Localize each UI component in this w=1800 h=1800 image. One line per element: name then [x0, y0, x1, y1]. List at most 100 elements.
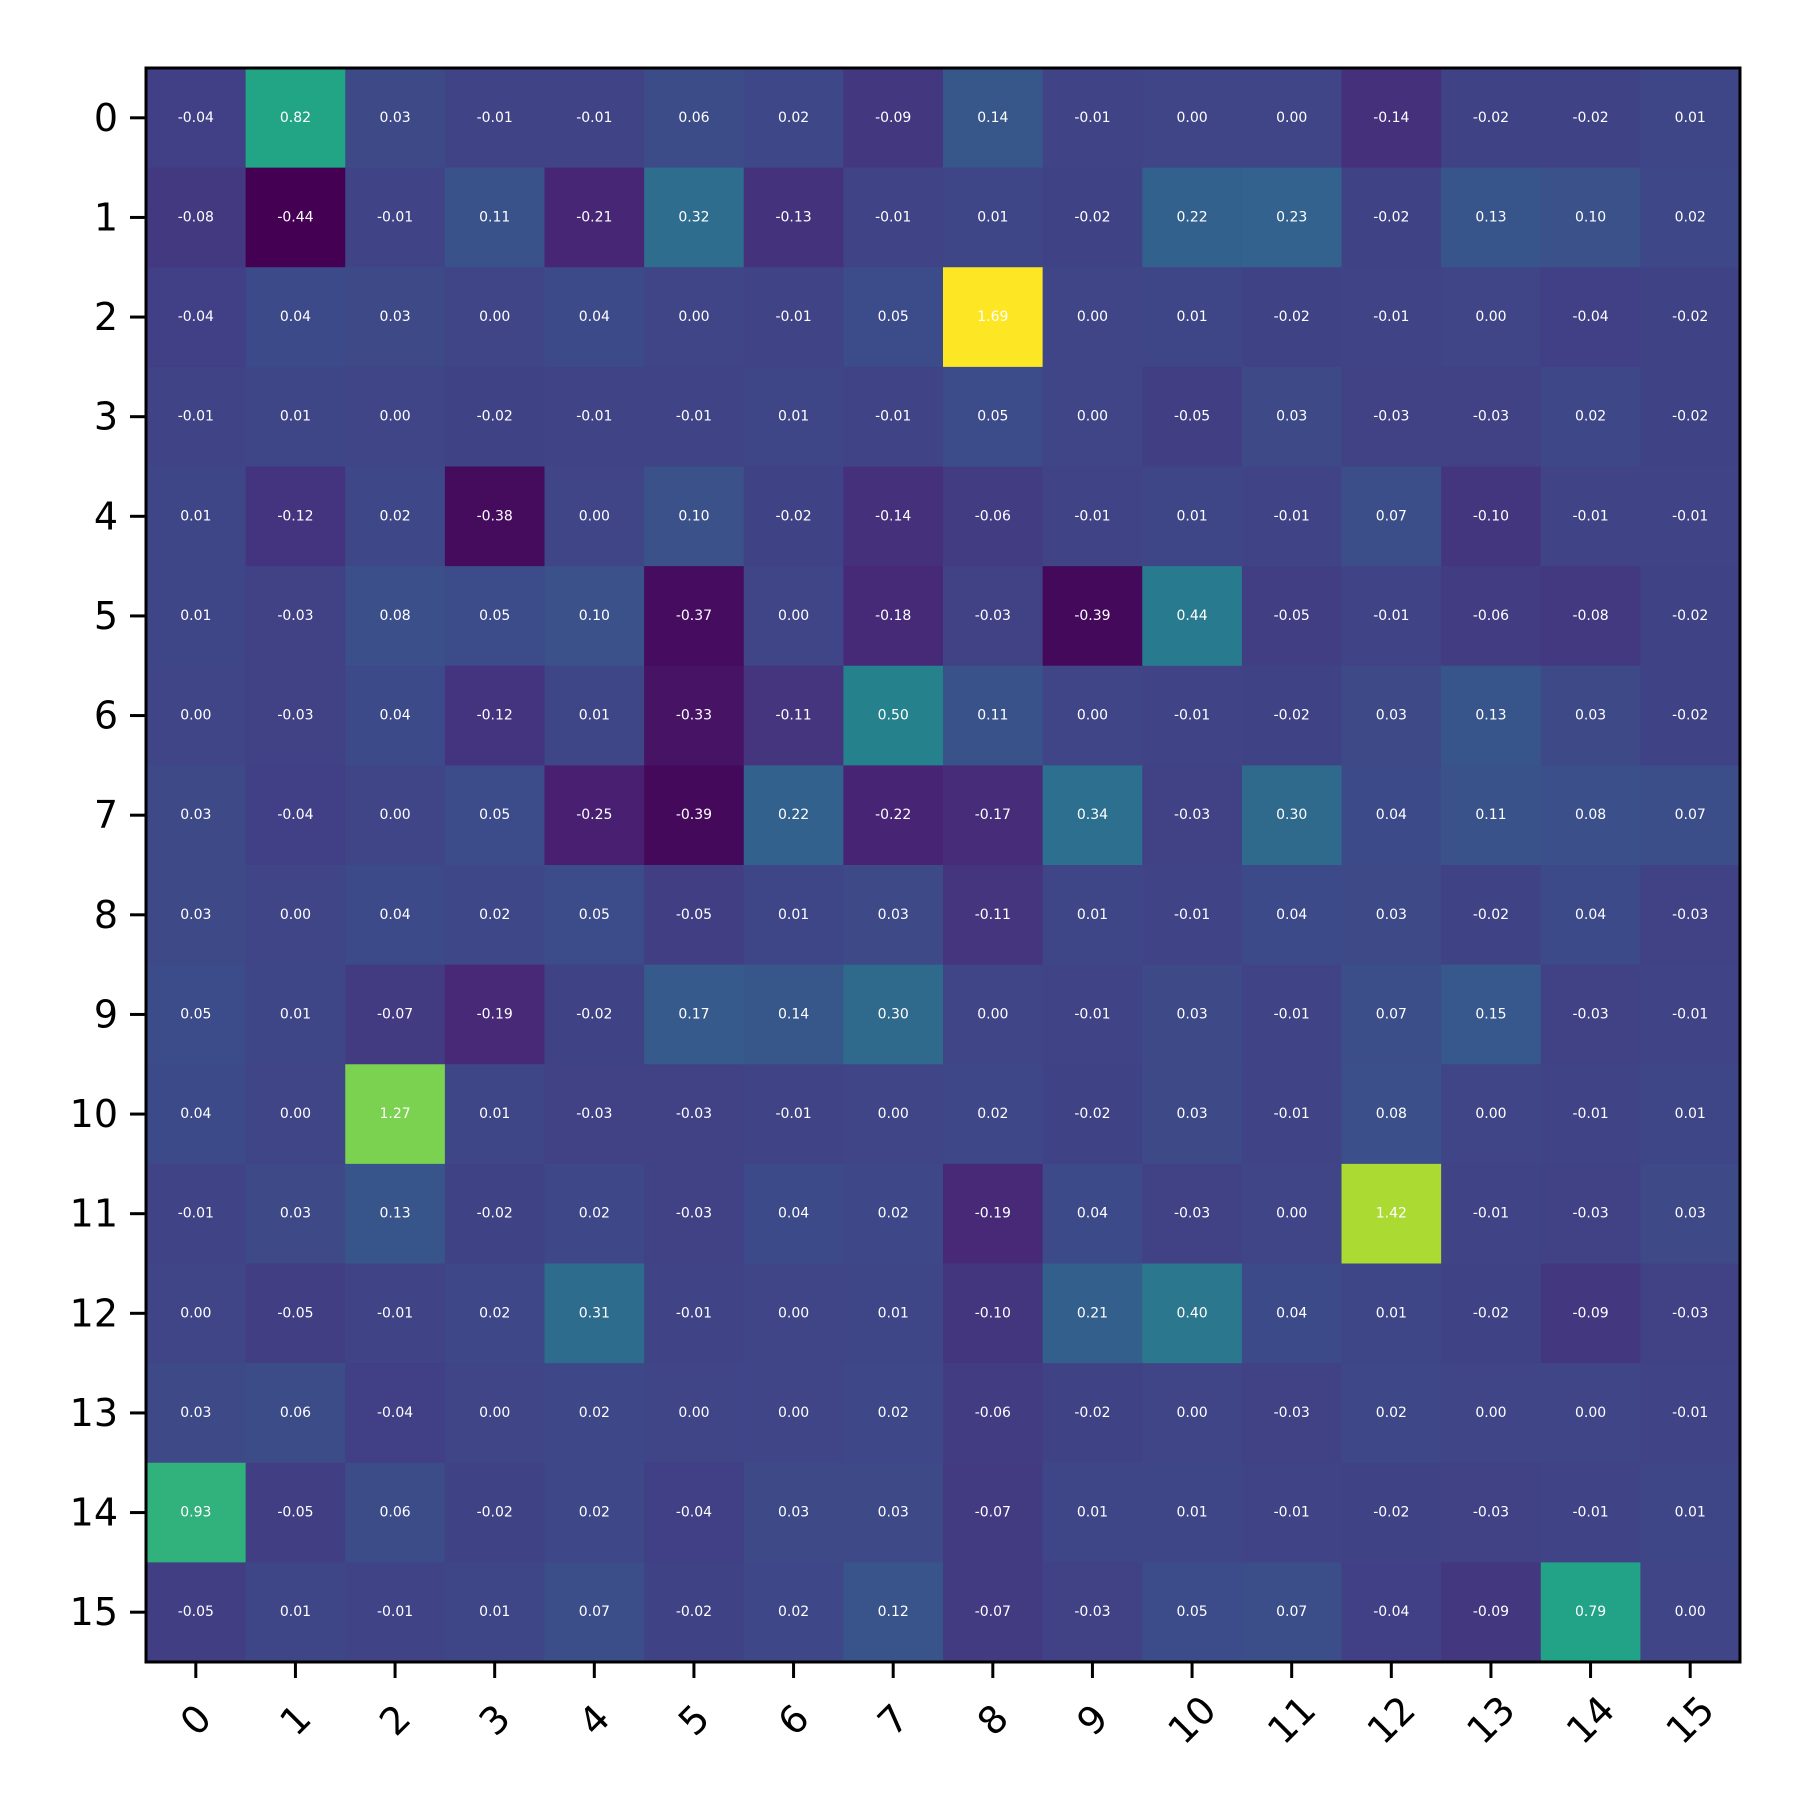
x-tick-label: 1 — [271, 1696, 319, 1744]
heatmap-cell — [644, 765, 745, 866]
cell-value-label: -0.08 — [1572, 608, 1608, 624]
cell-value-label: -0.02 — [477, 1505, 513, 1521]
heatmap-cell — [1142, 1562, 1243, 1663]
heatmap-cell — [1640, 1064, 1741, 1165]
cell-value-label: -0.01 — [875, 209, 911, 225]
x-tick-label: 2 — [371, 1696, 419, 1744]
heatmap-cell — [245, 466, 346, 567]
heatmap-cell — [1042, 566, 1143, 667]
heatmap-cell — [1540, 1163, 1641, 1265]
heatmap-cell — [1540, 267, 1641, 368]
heatmap-cell — [843, 267, 944, 368]
heatmap-cell — [943, 1462, 1044, 1563]
heatmap-cell — [1241, 466, 1343, 567]
cell-value-label: -0.22 — [875, 807, 911, 823]
cell-value-label: 0.00 — [280, 907, 311, 923]
cell-value-label: -0.01 — [1672, 1405, 1708, 1421]
heatmap-cell — [1042, 267, 1143, 368]
heatmap-cell — [245, 366, 346, 468]
heatmap-cell — [1540, 865, 1641, 966]
cell-value-label: 1.69 — [977, 309, 1008, 325]
heatmap-cell — [644, 566, 745, 667]
cell-value-label: 0.00 — [1077, 708, 1108, 724]
heatmap-cell — [444, 865, 546, 966]
heatmap-cell — [644, 267, 745, 368]
heatmap-cell — [843, 68, 944, 169]
cell-value-label: 0.03 — [1276, 409, 1307, 425]
heatmap-cell — [943, 267, 1044, 368]
cell-value-label: 0.23 — [1276, 209, 1307, 225]
heatmap-cell — [1540, 1363, 1641, 1464]
heatmap-cell — [843, 466, 944, 567]
cell-value-label: -0.01 — [178, 409, 214, 425]
heatmap-cell — [743, 665, 844, 766]
cell-value-label: 0.12 — [878, 1604, 909, 1620]
cell-value-label: -0.01 — [1473, 1206, 1509, 1222]
x-tick-label: 13 — [1458, 1687, 1523, 1752]
heatmap-cell — [843, 1163, 944, 1265]
cell-value-label: -0.03 — [277, 708, 313, 724]
heatmap-cell — [544, 964, 645, 1065]
cell-value-label: -0.25 — [576, 807, 612, 823]
heatmap-cell — [1540, 765, 1641, 866]
heatmap-cell — [943, 167, 1044, 268]
cell-value-label: -0.06 — [975, 1405, 1011, 1421]
cell-value-label: -0.01 — [1174, 907, 1210, 923]
cell-value-label: -0.10 — [975, 1305, 1011, 1321]
heatmap-cell — [1341, 1263, 1442, 1364]
cell-value-label: 0.07 — [1376, 1006, 1407, 1022]
heatmap-cell — [444, 1462, 546, 1563]
heatmap-cell — [743, 1163, 844, 1265]
cell-value-label: -0.03 — [1572, 1206, 1608, 1222]
heatmap-cell — [743, 466, 844, 567]
cell-value-label: 0.05 — [1176, 1604, 1207, 1620]
cell-value-label: -0.17 — [975, 807, 1011, 823]
cell-value-label: -0.04 — [178, 309, 214, 325]
cell-value-label: -0.02 — [477, 409, 513, 425]
heatmap-cell — [743, 167, 844, 268]
cell-value-label: 0.02 — [579, 1505, 610, 1521]
heatmap-cell — [943, 1163, 1044, 1265]
cell-value-label: -0.01 — [1373, 309, 1409, 325]
cell-value-label: 0.01 — [280, 1006, 311, 1022]
heatmap-cell — [345, 1064, 446, 1165]
cell-value-label: 0.01 — [1077, 1505, 1108, 1521]
cell-value-label: 0.00 — [1276, 1206, 1307, 1222]
cell-value-label: 0.00 — [1176, 110, 1207, 126]
heatmap-cell — [1441, 466, 1542, 567]
cell-value-label: 0.00 — [1475, 1106, 1506, 1122]
cell-value-label: -0.07 — [975, 1604, 1011, 1620]
cell-value-label: 0.00 — [1575, 1405, 1606, 1421]
cell-value-label: -0.01 — [1672, 508, 1708, 524]
heatmap-cell — [345, 466, 446, 567]
y-tick-label: 9 — [94, 992, 118, 1036]
cell-value-label: -0.01 — [1373, 608, 1409, 624]
cell-value-label: 0.00 — [1475, 309, 1506, 325]
heatmap-cell — [1341, 1363, 1442, 1464]
heatmap-cell — [1441, 1462, 1542, 1563]
cell-value-label: 0.00 — [1176, 1405, 1207, 1421]
cell-value-label: 0.82 — [280, 110, 311, 126]
cell-value-label: 0.05 — [977, 409, 1008, 425]
heatmap-cell — [1042, 865, 1143, 966]
cell-value-label: -0.01 — [775, 309, 811, 325]
cell-value-label: -0.03 — [676, 1106, 712, 1122]
heatmap-cell — [1540, 1562, 1641, 1663]
heatmap-cell — [1441, 1562, 1542, 1663]
heatmap-cell — [146, 1462, 247, 1563]
heatmap-cell — [1441, 366, 1542, 468]
cell-value-label: 0.01 — [1176, 1505, 1207, 1521]
cell-value-label: 0.00 — [379, 409, 410, 425]
heatmap-cell — [444, 1163, 546, 1265]
plot-frame — [144, 66, 1742, 1664]
heatmap-cell — [743, 1263, 844, 1364]
cell-value-label: -0.02 — [576, 1006, 612, 1022]
cell-value-label: 0.07 — [1376, 508, 1407, 524]
y-tick-label: 13 — [70, 1391, 118, 1435]
cell-value-label: -0.02 — [1473, 110, 1509, 126]
heatmap-cell — [843, 865, 944, 966]
cell-value-label: -0.01 — [1174, 708, 1210, 724]
cell-value-label: -0.03 — [576, 1106, 612, 1122]
heatmap-cell — [1341, 665, 1442, 766]
cell-value-label: 0.02 — [479, 1305, 510, 1321]
